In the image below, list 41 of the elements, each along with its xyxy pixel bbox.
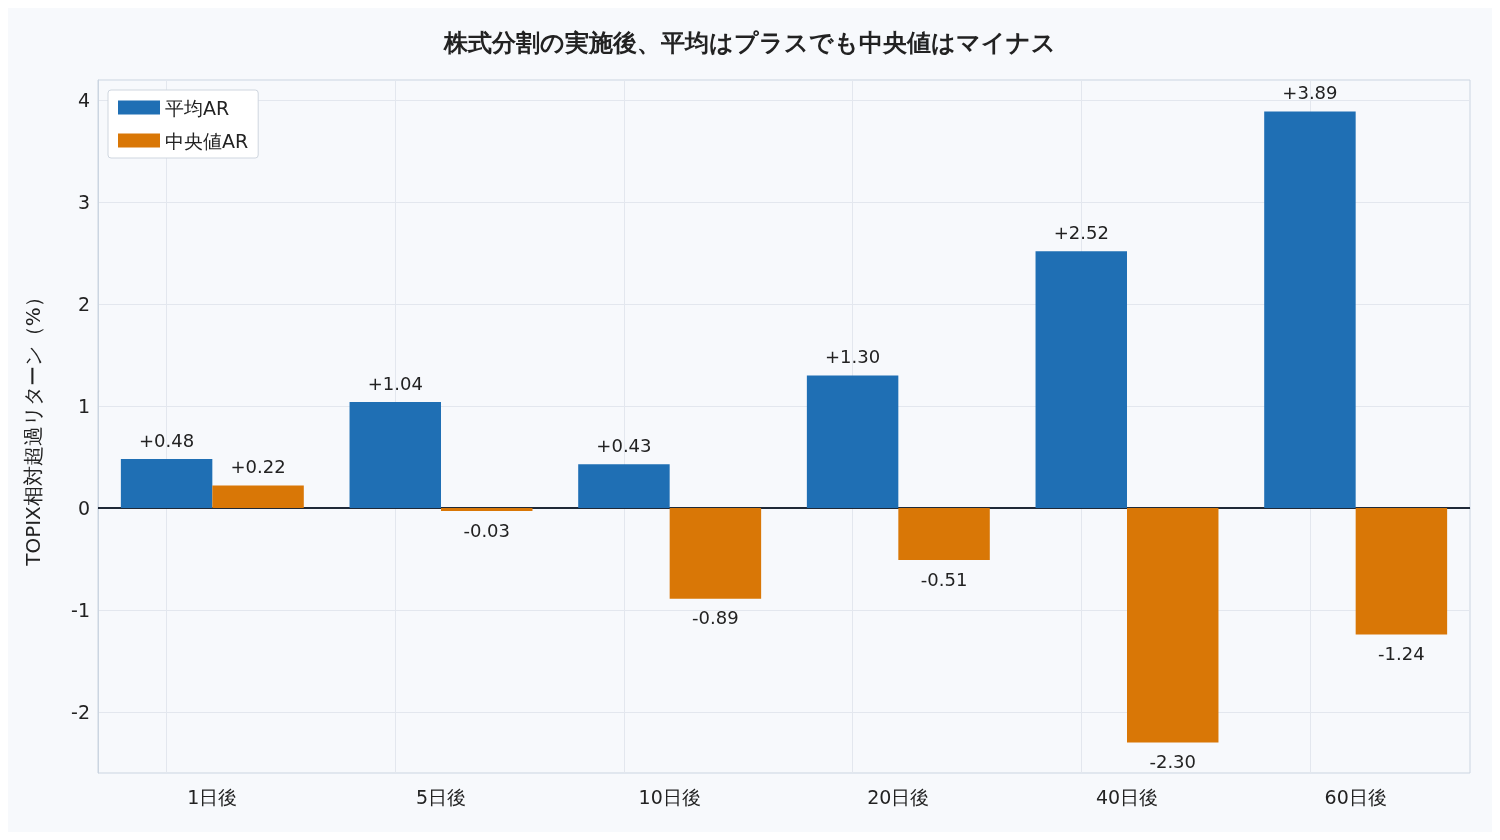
data-label: -0.51	[920, 568, 968, 590]
bar	[120, 459, 213, 509]
bar	[669, 508, 762, 599]
y-tick-label: -2	[71, 700, 90, 723]
bar	[441, 508, 533, 512]
data-label: -0.89	[692, 607, 739, 629]
bar	[212, 485, 304, 509]
y-tick-label: 1	[77, 395, 90, 418]
x-tick-label: 5日後	[415, 785, 467, 808]
data-label: +1.30	[825, 346, 881, 368]
bar	[898, 508, 990, 560]
y-tick-label: 3	[77, 191, 90, 214]
data-label: +0.43	[596, 434, 652, 456]
bar	[1127, 508, 1219, 743]
data-label: -2.30	[1149, 750, 1197, 772]
y-axis-title: TOPIX相対超過リターン（%）	[21, 287, 45, 567]
legend-label: 中央値AR	[165, 129, 249, 152]
y-tick-label: 0	[77, 497, 90, 520]
y-tick-label: 2	[77, 293, 90, 316]
data-label: +2.52	[1053, 221, 1109, 243]
y-tick-label: -1	[71, 598, 90, 621]
x-tick-label: 10日後	[638, 785, 701, 808]
data-label: +0.48	[139, 429, 195, 451]
bar	[806, 375, 899, 509]
data-label: +0.22	[230, 456, 286, 478]
bar	[1264, 111, 1356, 509]
bar	[578, 464, 670, 509]
chart-title: 株式分割の実施後、平均はプラスでも中央値はマイナス	[443, 29, 1056, 57]
bar	[349, 402, 441, 509]
x-tick-label: 20日後	[867, 785, 930, 808]
data-label: +1.04	[367, 372, 423, 394]
y-tick-label: 4	[77, 89, 90, 112]
data-label: -0.03	[463, 519, 511, 541]
bar	[1035, 251, 1127, 509]
legend-label: 平均AR	[165, 96, 230, 119]
x-tick-label: 60日後	[1324, 785, 1387, 808]
x-tick-label: 40日後	[1095, 785, 1159, 808]
data-label: +3.89	[1282, 82, 1338, 104]
data-label: -1.24	[1378, 642, 1425, 664]
bar	[1355, 508, 1448, 635]
x-tick-label: 1日後	[187, 785, 238, 808]
